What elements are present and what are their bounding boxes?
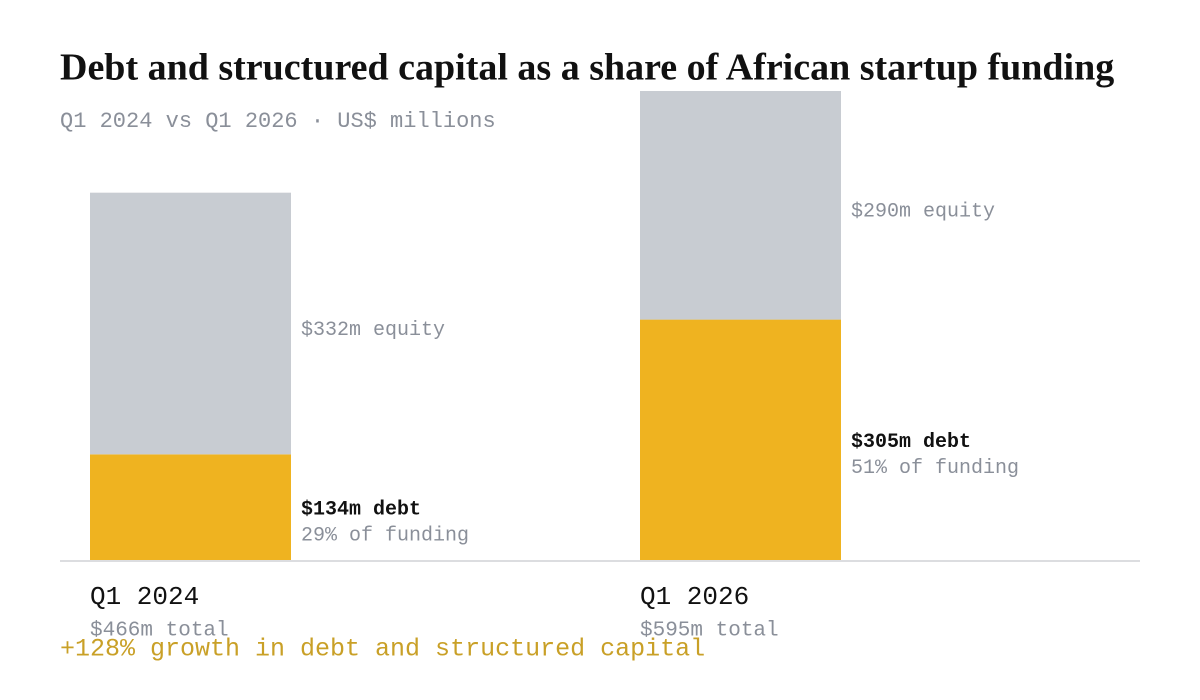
annotation: +128% growth in debt and structured capi… — [60, 635, 705, 664]
share-label: 51% of funding — [851, 457, 1019, 480]
debt-label: $134m debt — [301, 498, 421, 521]
chart-subtitle: Q1 2024 vs Q1 2026 · US$ millions — [60, 109, 496, 134]
category-label: Q1 2024 — [90, 582, 199, 612]
bar-segment — [640, 91, 841, 320]
total-label: $595m total — [640, 620, 779, 643]
chart-title: Debt and structured capital as a share o… — [60, 47, 1114, 89]
bar-segment — [640, 319, 841, 560]
debt-label: $305m debt — [851, 431, 971, 454]
bar-segment — [90, 192, 291, 455]
bar-segment — [90, 454, 291, 560]
category-label: Q1 2026 — [640, 582, 749, 612]
share-label: 29% of funding — [301, 524, 469, 547]
total-label: $466m total — [90, 620, 229, 643]
equity-label: $332m equity — [301, 319, 445, 342]
equity-label: $290m equity — [851, 201, 995, 224]
